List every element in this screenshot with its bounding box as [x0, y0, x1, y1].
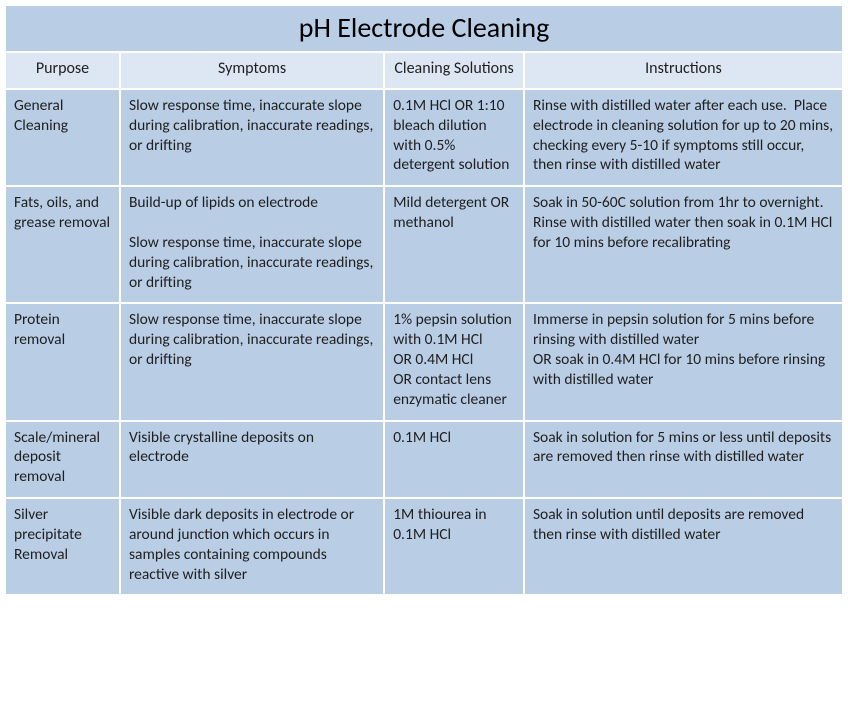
table-row: Scale/mineral deposit removal Visible cr…	[5, 421, 843, 498]
table-row: Silver precipitate Removal Visible dark …	[5, 498, 843, 595]
cell-instructions: Rinse with distilled water after each us…	[524, 89, 843, 186]
cleaning-table: pH Electrode Cleaning Purpose Symptoms C…	[4, 4, 844, 596]
cell-solutions: 1% pepsin solution with 0.1M HCl OR 0.4M…	[384, 303, 524, 420]
cell-instructions: Immerse in pepsin solution for 5 mins be…	[524, 303, 843, 420]
title-row: pH Electrode Cleaning	[5, 5, 843, 52]
cell-symptoms: Slow response time, inaccurate slope dur…	[120, 89, 384, 186]
cell-solutions: 0.1M HCl OR 1:10 bleach dilution with 0.…	[384, 89, 524, 186]
cell-purpose: Scale/mineral deposit removal	[5, 421, 120, 498]
cell-symptoms: Slow response time, inaccurate slope dur…	[120, 303, 384, 420]
cell-instructions: Soak in solution for 5 mins or less unti…	[524, 421, 843, 498]
cell-symptoms: Visible dark deposits in electrode or ar…	[120, 498, 384, 595]
cell-solutions: 0.1M HCl	[384, 421, 524, 498]
col-header-purpose: Purpose	[5, 52, 120, 89]
cell-purpose: Protein removal	[5, 303, 120, 420]
cell-purpose: Fats, oils, and grease removal	[5, 186, 120, 303]
cell-instructions: Soak in solution until deposits are remo…	[524, 498, 843, 595]
table-row: General Cleaning Slow response time, ina…	[5, 89, 843, 186]
cell-symptoms: Build-up of lipids on electrode Slow res…	[120, 186, 384, 303]
cell-purpose: Silver precipitate Removal	[5, 498, 120, 595]
cell-solutions: 1M thiourea in 0.1M HCl	[384, 498, 524, 595]
col-header-instructions: Instructions	[524, 52, 843, 89]
cell-purpose: General Cleaning	[5, 89, 120, 186]
header-row: Purpose Symptoms Cleaning Solutions Inst…	[5, 52, 843, 89]
col-header-symptoms: Symptoms	[120, 52, 384, 89]
table-row: Protein removal Slow response time, inac…	[5, 303, 843, 420]
cell-symptoms: Visible crystalline deposits on electrod…	[120, 421, 384, 498]
cell-instructions: Soak in 50-60C solution from 1hr to over…	[524, 186, 843, 303]
col-header-solutions: Cleaning Solutions	[384, 52, 524, 89]
table-title: pH Electrode Cleaning	[5, 5, 843, 52]
table-row: Fats, oils, and grease removal Build-up …	[5, 186, 843, 303]
cell-solutions: Mild detergent OR methanol	[384, 186, 524, 303]
